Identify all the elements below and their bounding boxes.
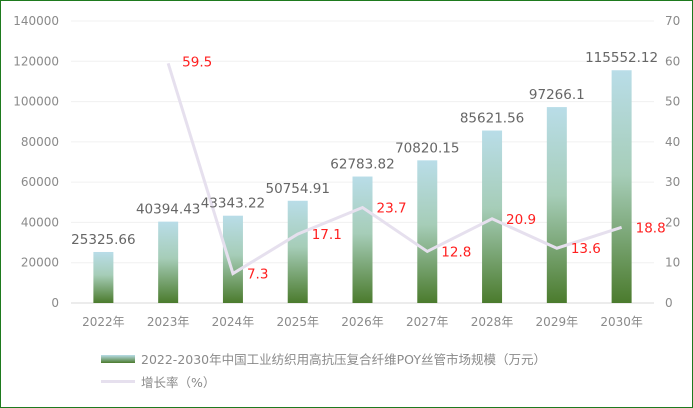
- left-axis-tick: 100000: [13, 95, 59, 109]
- bar: [93, 251, 114, 303]
- legend-line-label: 增长率（%）: [141, 375, 216, 390]
- bar-data-label: 70820.15: [395, 140, 459, 156]
- x-axis-tick: 2030年: [600, 315, 643, 329]
- x-axis-tick: 2029年: [536, 315, 579, 329]
- x-axis-tick: 2028年: [471, 315, 514, 329]
- bar-data-label: 115552.12: [585, 50, 658, 66]
- x-axis-tick: 2023年: [147, 315, 190, 329]
- x-axis-tick: 2027年: [406, 315, 449, 329]
- legend-bar-label: 2022-2030年中国工业纺织用高抗压复合纤维POY丝管市场规模（万元）: [141, 352, 546, 367]
- line-data-label: 20.9: [506, 212, 536, 228]
- left-axis-tick: 60000: [21, 175, 59, 189]
- growth-rate-line: [166, 62, 623, 276]
- line-data-label: 23.7: [377, 201, 407, 217]
- bar: [158, 221, 179, 303]
- x-axis-tick: 2022年: [82, 315, 125, 329]
- left-axis-tick: 20000: [21, 256, 59, 270]
- line-data-label: 17.1: [312, 227, 342, 243]
- bar-data-label: 25325.66: [71, 232, 135, 248]
- line-data-label: 7.3: [247, 267, 268, 283]
- right-axis-tick: 60: [665, 54, 680, 68]
- line-data-label: 12.8: [441, 244, 471, 260]
- bar-data-label: 97266.1: [529, 87, 585, 103]
- left-axis-tick: 40000: [21, 215, 59, 229]
- right-axis-tick: 40: [665, 135, 680, 149]
- bar-data-label: 85621.56: [460, 111, 524, 127]
- bar-data-label: 50754.91: [266, 181, 330, 197]
- line-data-label: 18.8: [636, 220, 666, 236]
- right-axis-tick: 20: [665, 215, 680, 229]
- x-axis-tick: 2026年: [341, 315, 384, 329]
- right-axis-tick: 10: [665, 256, 680, 270]
- bar: [546, 107, 567, 304]
- bar: [611, 70, 632, 303]
- right-axis-tick: 50: [665, 95, 680, 109]
- bar: [222, 215, 243, 303]
- bar-data-label: 43343.22: [201, 196, 265, 212]
- right-axis-tick: 70: [665, 14, 680, 28]
- bar-data-label: 40394.43: [136, 202, 200, 218]
- bar: [417, 160, 438, 303]
- bar: [482, 130, 503, 303]
- right-axis-tick: 30: [665, 175, 680, 189]
- legend-bar-swatch: [101, 354, 135, 363]
- right-axis-tick: 0: [665, 296, 673, 310]
- legend-line-swatch: [101, 380, 135, 383]
- left-axis-tick: 140000: [13, 14, 59, 28]
- legend-bar: 2022-2030年中国工业纺织用高抗压复合纤维POY丝管市场规模（万元）: [101, 349, 546, 368]
- legend-line: 增长率（%）: [101, 372, 215, 391]
- line-data-label: 13.6: [571, 241, 601, 257]
- x-axis-tick: 2025年: [276, 315, 319, 329]
- left-axis-tick: 120000: [13, 54, 59, 68]
- x-axis-tick: 2024年: [212, 315, 255, 329]
- line-data-label: 59.5: [182, 54, 212, 70]
- bar-data-label: 62783.82: [330, 157, 394, 173]
- left-axis-tick: 0: [51, 296, 59, 310]
- left-axis-tick: 80000: [21, 135, 59, 149]
- bar: [287, 200, 308, 303]
- bar: [352, 176, 373, 303]
